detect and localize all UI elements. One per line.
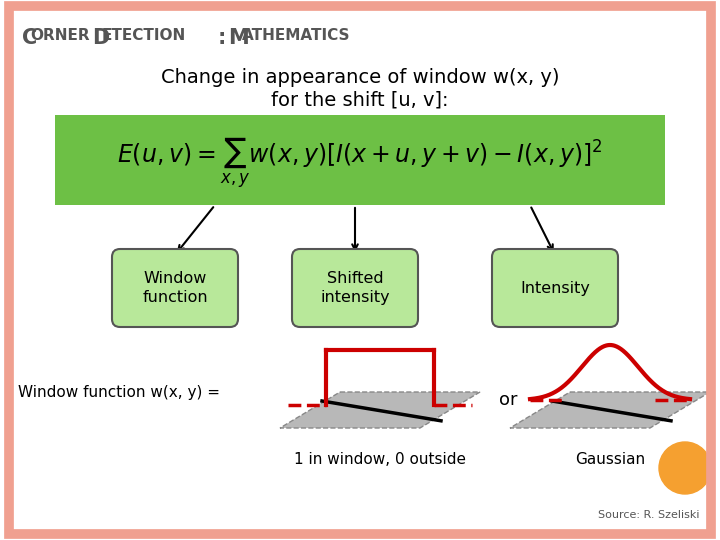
Polygon shape	[510, 392, 710, 428]
FancyBboxPatch shape	[492, 249, 618, 327]
Text: :: :	[218, 28, 226, 48]
Text: D: D	[92, 28, 109, 48]
Text: ORNER: ORNER	[30, 28, 89, 43]
Text: $E(u,v) = \sum_{x,y} w(x,y)\left[I(x+u,y+v) - I(x,y)\right]^2$: $E(u,v) = \sum_{x,y} w(x,y)\left[I(x+u,y…	[117, 136, 603, 191]
Text: C: C	[22, 28, 37, 48]
Text: Window function w(x, y) =: Window function w(x, y) =	[18, 386, 220, 401]
Text: Change in appearance of window w(x, y): Change in appearance of window w(x, y)	[161, 68, 559, 87]
Text: for the shift [u, v]:: for the shift [u, v]:	[271, 90, 449, 109]
Text: Source: R. Szeliski: Source: R. Szeliski	[598, 510, 700, 520]
Text: Intensity: Intensity	[520, 280, 590, 295]
Bar	[55, 115, 665, 205]
Text: Window
function: Window function	[142, 271, 208, 306]
Text: 1 in window, 0 outside: 1 in window, 0 outside	[294, 452, 466, 467]
FancyBboxPatch shape	[112, 249, 238, 327]
Circle shape	[659, 442, 711, 494]
Text: or: or	[499, 391, 517, 409]
Text: ETECTION: ETECTION	[102, 28, 186, 43]
Text: ATHEMATICS: ATHEMATICS	[242, 28, 351, 43]
FancyBboxPatch shape	[292, 249, 418, 327]
Text: M: M	[228, 28, 248, 48]
Text: Gaussian: Gaussian	[575, 452, 645, 467]
Text: Shifted
intensity: Shifted intensity	[320, 271, 390, 306]
Polygon shape	[280, 392, 480, 428]
